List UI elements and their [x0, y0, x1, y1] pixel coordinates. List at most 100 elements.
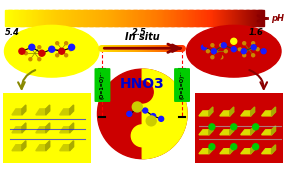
Bar [263, 10, 264, 26]
Bar [225, 10, 226, 26]
FancyBboxPatch shape [174, 68, 190, 102]
Bar [97, 10, 98, 26]
Circle shape [212, 49, 216, 54]
Circle shape [251, 45, 256, 50]
Bar [236, 10, 237, 26]
Bar [54, 10, 55, 26]
Bar [81, 10, 82, 26]
Bar [106, 10, 107, 26]
Bar [162, 10, 163, 26]
Circle shape [243, 42, 246, 45]
Polygon shape [70, 105, 73, 115]
Polygon shape [60, 127, 73, 133]
Circle shape [56, 42, 59, 45]
Bar [49, 10, 50, 26]
Bar [212, 10, 213, 26]
Bar [102, 10, 103, 26]
Bar [165, 10, 167, 26]
Bar [197, 10, 199, 26]
Bar [141, 10, 143, 26]
Bar [120, 10, 121, 26]
Circle shape [98, 69, 187, 159]
Bar [219, 10, 220, 26]
Bar [132, 10, 133, 26]
Text: 5.4: 5.4 [5, 28, 20, 37]
Circle shape [216, 54, 221, 59]
Bar [104, 10, 106, 26]
Bar [71, 10, 72, 26]
Bar [13, 10, 15, 26]
Bar [195, 10, 196, 26]
Polygon shape [230, 126, 234, 135]
Bar [201, 10, 203, 26]
Bar [178, 10, 180, 26]
Bar [245, 10, 246, 26]
Bar [227, 10, 229, 26]
Circle shape [231, 47, 236, 52]
Bar [13, 10, 14, 26]
Polygon shape [272, 107, 276, 116]
Bar [46, 10, 47, 26]
Bar [258, 10, 260, 26]
Polygon shape [241, 111, 255, 116]
Bar [253, 10, 255, 26]
Bar [118, 10, 119, 26]
Bar [66, 10, 67, 26]
Bar [202, 10, 204, 26]
Circle shape [211, 44, 214, 47]
Bar [257, 10, 259, 26]
Bar [39, 10, 41, 26]
Bar [147, 10, 149, 26]
Bar [53, 10, 55, 26]
Bar [74, 10, 75, 26]
Polygon shape [209, 107, 213, 116]
Polygon shape [46, 141, 50, 151]
Bar [150, 10, 151, 26]
Bar [59, 10, 61, 26]
Bar [99, 10, 100, 26]
Circle shape [243, 54, 246, 57]
Bar [137, 10, 138, 26]
Bar [160, 10, 162, 26]
Bar [61, 10, 62, 26]
Bar [30, 10, 31, 26]
Bar [167, 10, 168, 26]
Bar [242, 10, 243, 26]
Circle shape [38, 58, 41, 61]
Polygon shape [220, 149, 234, 154]
Bar [208, 10, 210, 26]
Bar [139, 10, 141, 26]
Circle shape [65, 42, 68, 45]
Bar [62, 10, 63, 26]
Bar [37, 10, 38, 26]
Bar [169, 10, 170, 26]
Bar [158, 10, 159, 26]
Bar [231, 10, 232, 26]
Bar [45, 10, 46, 26]
Bar [115, 10, 116, 26]
Bar [152, 10, 153, 26]
Circle shape [206, 50, 210, 53]
Bar [29, 10, 30, 26]
Bar [63, 10, 64, 26]
Bar [11, 10, 12, 26]
Bar [232, 10, 233, 26]
Bar [170, 10, 172, 26]
Polygon shape [220, 130, 234, 135]
Bar [158, 10, 160, 26]
Bar [65, 10, 66, 26]
Bar [68, 10, 69, 26]
Bar [18, 10, 19, 26]
Circle shape [49, 46, 55, 52]
Bar [251, 10, 253, 26]
Circle shape [135, 107, 140, 112]
Circle shape [231, 144, 237, 150]
Bar [116, 10, 118, 26]
Bar [127, 10, 129, 26]
Bar [191, 10, 193, 26]
Bar [164, 10, 166, 26]
Bar [237, 10, 238, 26]
Bar [184, 10, 186, 26]
Bar [198, 10, 199, 26]
Bar [127, 10, 128, 26]
